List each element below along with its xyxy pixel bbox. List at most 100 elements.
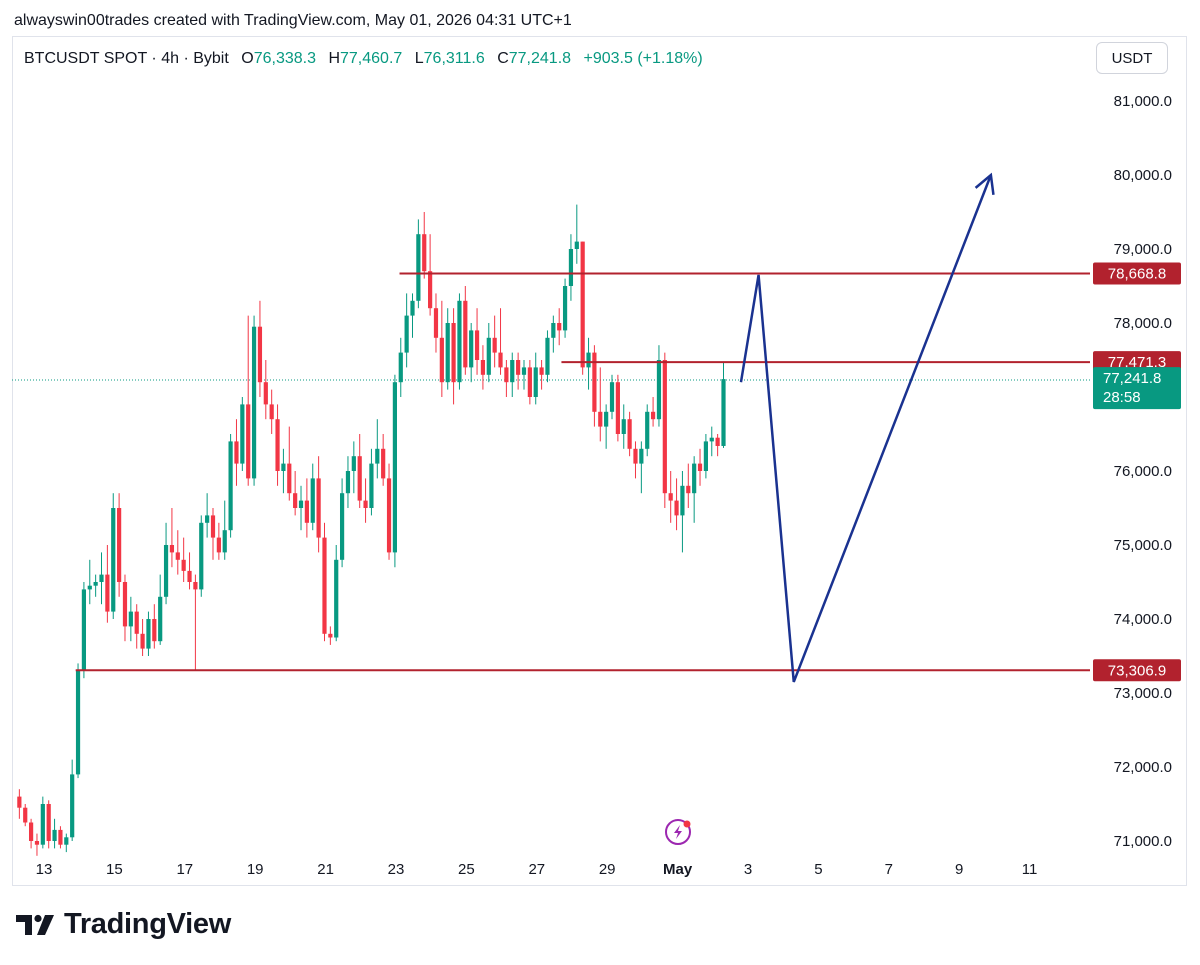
candle-body [433, 308, 439, 338]
candle-body [451, 323, 456, 383]
candle-body [222, 530, 227, 553]
candle-body [287, 463, 292, 494]
x-tick-label: 13 [36, 861, 53, 878]
candle-body [93, 582, 98, 586]
candle [562, 278, 568, 338]
candle [404, 293, 409, 368]
candle-body [328, 633, 333, 638]
candle [645, 404, 650, 457]
x-axis[interactable]: 13 15 17 19 21 23 25 27 29 May 3 5 7 9 11 [36, 861, 1038, 878]
candle-body [568, 249, 574, 286]
candle-body [216, 537, 221, 553]
candle [181, 537, 186, 582]
y-axis[interactable]: 81,000.0 80,000.0 79,000.0 78,000.0 76,000.0… [1114, 93, 1172, 850]
candle-body [709, 437, 714, 442]
candle-body [111, 508, 116, 612]
candle-body [680, 485, 685, 516]
candle-body [52, 829, 57, 841]
candle [246, 315, 251, 486]
symbol-label[interactable]: BTCUSDT SPOT · 4h · Bybit [24, 50, 229, 67]
candle [474, 308, 480, 375]
candle-body [181, 559, 186, 571]
candle-body [498, 352, 503, 368]
candle [17, 789, 22, 819]
candle [557, 308, 562, 346]
x-tick-label: 29 [599, 861, 616, 878]
candle [627, 411, 632, 457]
candle-body [697, 463, 703, 471]
candle [510, 352, 515, 397]
candle-body [322, 537, 327, 634]
candle [99, 552, 104, 605]
x-tick-label: 27 [528, 861, 545, 878]
level-price-tag: 78,668.8 [1093, 262, 1181, 285]
candle-body [375, 448, 380, 464]
candle-body [627, 419, 632, 449]
candle [527, 360, 532, 405]
candle-body [486, 337, 491, 375]
countdown-label: 28:58 [1103, 389, 1141, 406]
candle [210, 508, 216, 560]
tradingview-logo[interactable]: TradingView [16, 908, 231, 941]
flash-event-icon[interactable] [665, 819, 691, 845]
candle-body [99, 574, 104, 582]
candle [598, 367, 603, 442]
candle [428, 234, 433, 316]
candle [40, 796, 45, 849]
candle [128, 596, 133, 642]
candle-body [633, 448, 638, 464]
candle [516, 352, 521, 390]
level-price-tag: 73,306.9 [1093, 659, 1181, 682]
candle [633, 441, 638, 479]
candle-body [692, 463, 697, 494]
candle-body [539, 367, 544, 375]
candle [105, 545, 110, 623]
level-tag-label: 73,306.9 [1108, 662, 1166, 679]
candle [375, 419, 380, 479]
open-key: O [241, 50, 254, 67]
candle [422, 212, 427, 279]
candle-body [316, 478, 321, 538]
x-tick-label: 19 [247, 861, 264, 878]
candle [504, 360, 509, 397]
candle-body [551, 323, 556, 338]
candle [545, 330, 550, 383]
candle-body [251, 326, 257, 479]
candle-body [87, 585, 92, 590]
high-key: H [328, 50, 340, 67]
y-tick-label: 73,000.0 [1114, 685, 1172, 702]
candle-body [134, 611, 139, 634]
candle-body [598, 411, 603, 427]
candle-body [562, 286, 568, 331]
candle [433, 293, 439, 353]
candle [703, 434, 708, 479]
candle-body [117, 508, 122, 582]
candle [222, 500, 227, 560]
candle [287, 426, 292, 501]
candle-body [175, 552, 180, 560]
candle-body [75, 670, 81, 775]
candle [668, 471, 673, 523]
candle-body [105, 574, 110, 612]
candle-body [410, 300, 415, 316]
candle-body [521, 367, 527, 375]
x-tick-label: 21 [317, 861, 334, 878]
candle-body [386, 478, 392, 553]
candle [216, 522, 221, 560]
candle [269, 389, 274, 434]
candle [451, 308, 456, 405]
x-tick-label: 15 [106, 861, 123, 878]
level-tag-bg [1093, 659, 1181, 682]
candle [298, 485, 304, 531]
candle [52, 818, 57, 849]
x-tick-label: 23 [388, 861, 405, 878]
x-tick-label: 17 [176, 861, 193, 878]
currency-button[interactable]: USDT [1096, 42, 1168, 74]
candle [592, 345, 597, 427]
high-value: 77,460.7 [340, 50, 403, 67]
candle [122, 574, 128, 642]
candle [193, 574, 198, 671]
candle [662, 352, 667, 508]
candle-body [650, 411, 656, 420]
